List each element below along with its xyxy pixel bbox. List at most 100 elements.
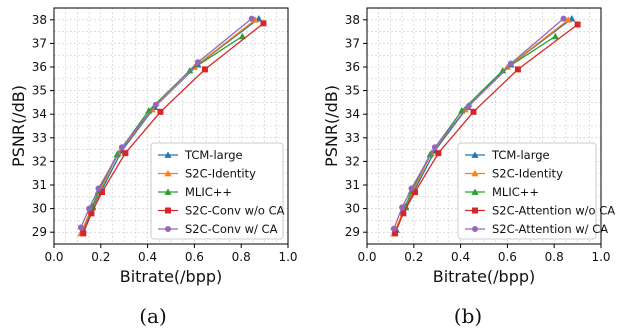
series-s2c-conv-w-ca xyxy=(77,15,255,231)
x-tick-label: 1.0 xyxy=(591,250,610,264)
legend: TCM-large S2C-Identity MLIC++ S2C-Conv w/o … xyxy=(150,142,285,240)
y-tick-label: 34 xyxy=(32,107,47,121)
chart-panel-1: 0.0 0.2 0.4 0.6 0.8 1.0 29 30 31 32 33 34 35 36 37 38 Bi… xyxy=(9,7,298,328)
panel-caption: (b) xyxy=(454,304,482,328)
data-point xyxy=(574,21,581,28)
legend: TCM-large S2C-Identity MLIC++ S2C-Attention… xyxy=(457,142,615,240)
data-point xyxy=(564,16,572,23)
data-point xyxy=(164,169,172,177)
legend-item: TCM-large xyxy=(158,148,243,162)
legend-label: S2C-Conv w/ CA xyxy=(185,222,278,236)
y-tick-label: 33 xyxy=(345,131,360,145)
x-tick-label: 0.6 xyxy=(498,250,517,264)
x-tick-label: 0.2 xyxy=(91,250,110,264)
data-point xyxy=(194,59,201,66)
legend-item: S2C-Identity xyxy=(465,167,563,181)
x-tick-label: 0.8 xyxy=(232,250,251,264)
x-tick-label: 0.4 xyxy=(451,250,470,264)
y-tick-label: 35 xyxy=(32,84,47,98)
data-point xyxy=(471,169,479,177)
y-tick-label: 37 xyxy=(345,36,360,50)
legend-item: MLIC++ xyxy=(158,185,232,199)
data-point xyxy=(471,151,479,158)
data-point xyxy=(164,151,172,158)
data-point xyxy=(435,150,442,157)
legend-label: S2C-Attention w/ CA xyxy=(492,222,608,236)
y-tick-label: 31 xyxy=(32,178,47,192)
series-s2c-conv-w-o-ca xyxy=(80,20,267,237)
data-point xyxy=(165,226,171,232)
data-point xyxy=(551,32,559,40)
data-point xyxy=(98,189,105,196)
data-point xyxy=(408,185,415,192)
data-point xyxy=(499,66,507,74)
data-point xyxy=(86,205,93,212)
data-point xyxy=(165,207,171,214)
data-point xyxy=(152,101,159,108)
data-point xyxy=(260,20,267,27)
legend-label: S2C-Identity xyxy=(492,167,563,181)
legend-item: S2C-Conv w/ CA xyxy=(158,222,278,236)
series-s2c-attention-w-o-ca xyxy=(392,21,581,237)
data-point xyxy=(465,102,472,109)
data-point xyxy=(426,150,434,158)
data-point xyxy=(514,66,521,73)
legend-item: S2C-Conv w/o CA xyxy=(158,204,285,218)
data-point xyxy=(411,189,418,196)
y-tick-label: 30 xyxy=(345,202,360,216)
y-tick-label: 38 xyxy=(345,13,360,27)
panel-caption: (a) xyxy=(139,304,167,328)
legend-item: S2C-Attention w/ CA xyxy=(465,222,608,236)
data-point xyxy=(431,144,438,151)
y-tick-label: 36 xyxy=(345,60,360,74)
data-point xyxy=(95,185,102,192)
axes-frame xyxy=(366,7,602,245)
data-point xyxy=(392,230,399,237)
legend-box xyxy=(150,142,284,240)
data-point xyxy=(472,226,478,232)
x-tick-label: 1.0 xyxy=(278,250,297,264)
x-tick-label: 0.8 xyxy=(545,250,564,264)
legend-label: MLIC++ xyxy=(185,185,232,199)
chart-panel-2: 0.0 0.2 0.4 0.6 0.8 1.0 29 30 31 32 33 34 35 36 37 38 Bi… xyxy=(322,7,615,328)
legend-item: S2C-Identity xyxy=(158,167,256,181)
legend-label: TCM-large xyxy=(491,148,550,162)
y-tick-label: 30 xyxy=(32,202,47,216)
y-tick-label: 37 xyxy=(32,36,47,50)
data-point xyxy=(157,108,164,115)
data-point xyxy=(560,15,567,22)
data-point xyxy=(118,144,125,151)
data-point xyxy=(238,32,246,40)
data-point xyxy=(113,150,121,158)
y-tick-label: 32 xyxy=(345,154,360,168)
x-axis-label: Bitrate(/bpp) xyxy=(120,267,223,286)
x-tick-label: 0.0 xyxy=(357,250,376,264)
y-axis-label: PSNR(/dB) xyxy=(9,85,28,167)
legend-item: TCM-large xyxy=(465,148,550,162)
data-point xyxy=(164,188,172,195)
legend-item: S2C-Attention w/o CA xyxy=(465,204,615,218)
x-tick-label: 0.0 xyxy=(44,250,63,264)
legend-label: S2C-Identity xyxy=(185,167,256,181)
data-point xyxy=(201,66,208,73)
legend-item: MLIC++ xyxy=(465,185,539,199)
data-point xyxy=(507,60,514,67)
x-tick-label: 0.2 xyxy=(404,250,423,264)
y-tick-label: 36 xyxy=(32,60,47,74)
y-tick-label: 33 xyxy=(32,131,47,145)
series-s2c-attention-w-ca xyxy=(390,15,567,232)
data-point xyxy=(390,225,397,232)
data-point xyxy=(472,207,478,214)
x-tick-label: 0.4 xyxy=(138,250,157,264)
y-tick-label: 34 xyxy=(345,107,360,121)
data-point xyxy=(399,204,406,211)
data-point xyxy=(471,188,479,195)
data-point xyxy=(470,108,477,115)
y-tick-label: 29 xyxy=(345,225,360,239)
legend-label: TCM-large xyxy=(184,148,243,162)
legend-label: S2C-Attention w/o CA xyxy=(492,204,615,218)
y-tick-label: 29 xyxy=(32,225,47,239)
y-tick-label: 38 xyxy=(32,13,47,27)
data-point xyxy=(400,210,407,217)
